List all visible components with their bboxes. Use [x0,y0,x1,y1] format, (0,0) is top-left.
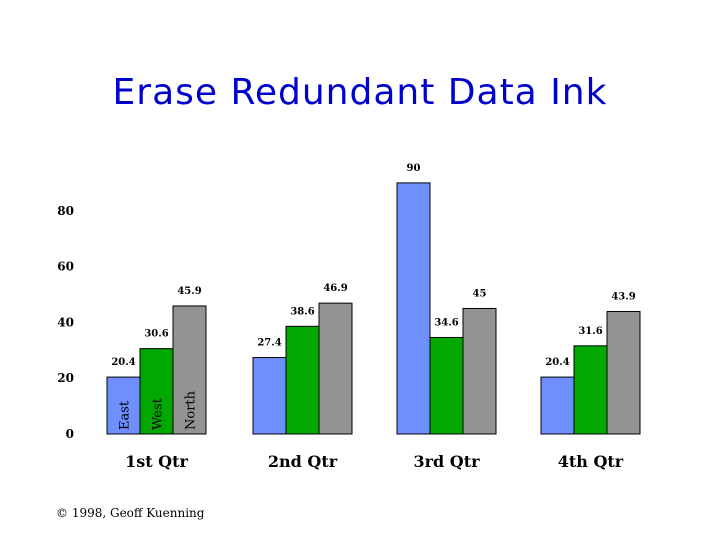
data-label: 45.9 [177,286,201,297]
bar [429,336,464,435]
data-label: 38.6 [290,306,314,317]
bar [462,307,497,435]
bar [606,311,641,435]
category-label: 4th Qtr [558,452,624,471]
bar [285,325,320,435]
data-label: 20.4 [111,357,135,368]
data-label: 90 [407,163,421,174]
data-label: 27.4 [257,338,281,349]
data-label: 43.9 [611,292,635,303]
data-label: 31.6 [578,326,602,337]
bar [106,376,141,435]
data-label: 45 [473,288,487,299]
y-tick-label: 60 [57,260,74,274]
category-label: 1st Qtr [125,452,188,471]
y-tick-label: 20 [57,371,74,385]
bar [252,357,287,435]
bar [318,302,353,435]
series-label: North [184,390,199,430]
bar [540,376,575,435]
category-label: 2nd Qtr [268,452,338,471]
series-label: East [118,400,133,430]
data-label: 34.6 [434,317,458,328]
category-label: 3rd Qtr [413,452,480,471]
copyright-footer: © 1998, Geoff Kuenning [56,506,205,520]
page-title: Erase Redundant Data Ink [112,72,608,113]
data-label: 20.4 [545,357,569,368]
y-tick-label: 40 [57,315,74,329]
bar [172,305,207,435]
data-label: 46.9 [323,283,347,294]
bar [139,348,174,435]
series-label: West [151,397,166,430]
bar [396,182,431,435]
y-tick-label: 80 [57,204,74,218]
y-tick-label: 0 [66,427,74,441]
bar [573,345,608,435]
data-label: 30.6 [144,329,168,340]
